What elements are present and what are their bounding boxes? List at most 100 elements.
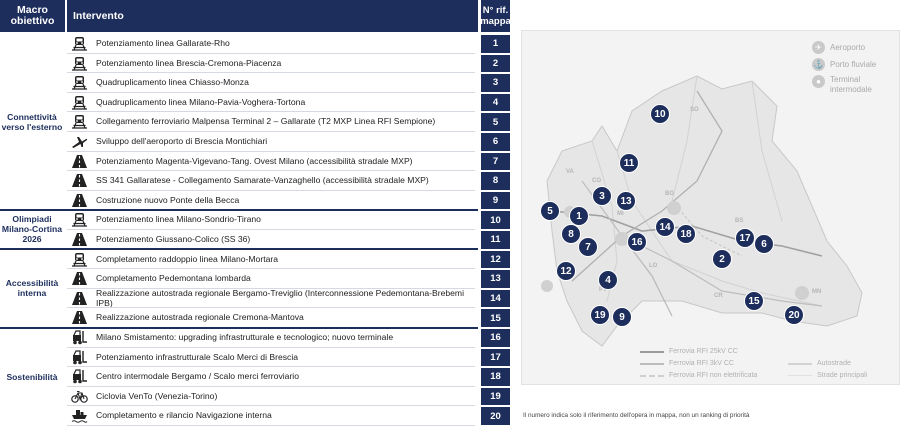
map-marker: 6 <box>754 234 774 254</box>
city-label: PV <box>599 287 608 293</box>
city-label: MI <box>617 211 624 217</box>
intervento-text: Potenziamento Giussano-Colico (SS 36) <box>96 234 251 244</box>
ref-number: 20 <box>481 407 510 425</box>
legend-label: Autostrade <box>817 360 851 367</box>
legend-label: Ferrovia RFI 25kV CC <box>669 348 738 355</box>
ref-number: 11 <box>481 231 510 249</box>
intervento-text: Potenziamento Magenta-Vigevano-Tang. Ove… <box>96 155 413 166</box>
row-separator <box>67 424 475 426</box>
row-separator <box>67 150 475 152</box>
ref-number: 15 <box>481 309 510 327</box>
legend-river-port: ⚓ Porto fluviale <box>812 58 876 71</box>
header-intervento: Intervento <box>67 0 478 32</box>
city-label: BG <box>665 191 674 197</box>
legend-terminal: ● Terminal intermodale <box>812 75 880 95</box>
table-row: Potenziamento Magenta-Vigevano-Tang. Ove… <box>67 152 510 172</box>
legend-label: Ferrovia RFI non elettrificata <box>669 372 758 379</box>
intervento-text: Potenziamento infrastrutturale Scalo Mer… <box>96 351 299 362</box>
intervento-text: Potenziamento linea Brescia-Cremona-Piac… <box>96 57 282 68</box>
train-icon <box>71 75 88 90</box>
table-row: Completamento raddoppio linea Milano-Mor… <box>67 250 510 270</box>
legend-rail-non-elettrificata: Ferrovia RFI non elettrificata <box>640 372 757 379</box>
legend-line <box>788 362 812 365</box>
legend-airport: ✈ Aeroporto <box>812 41 865 54</box>
river-port-icon: ⚓ <box>812 58 825 71</box>
legend-label: Ferrovia RFI 3kV CC <box>669 360 734 367</box>
ref-number: 19 <box>481 387 510 406</box>
intervento-text: Potenziamento linea Milano-Sondrio-Tiran… <box>96 214 261 225</box>
table-row: Costruzione nuovo Ponte della Becca 9 <box>67 191 510 211</box>
legend-line <box>788 375 812 376</box>
intervento-text: Completamento e rilancio Navigazione int… <box>96 410 272 421</box>
table-row: Collegamento ferroviario Malpensa Termin… <box>67 112 510 132</box>
ref-number: 7 <box>481 152 510 171</box>
table-row: Milano Smistamento: upgrading infrastrut… <box>67 328 510 348</box>
train-icon <box>71 212 88 227</box>
ref-number: 6 <box>481 133 510 151</box>
road-icon <box>71 271 88 286</box>
intervento-text: Milano Smistamento: upgrading infrastrut… <box>96 332 394 342</box>
map-marker: 20 <box>784 305 804 325</box>
map-marker: 14 <box>655 217 675 237</box>
row-separator <box>67 91 475 93</box>
ref-number: 17 <box>481 348 510 367</box>
table-row: Completamento Pedemontana lombarda 13 <box>67 269 510 289</box>
intervento-text: Potenziamento linea Gallarate-Rho <box>96 38 230 48</box>
intervento-text: Ciclovia VenTo (Venezia-Torino) <box>96 390 218 401</box>
legend-rail-3kv: Ferrovia RFI 3kV CC <box>640 360 734 367</box>
ref-number: 10 <box>481 211 510 229</box>
ref-number: 18 <box>481 368 510 386</box>
map-marker: 18 <box>676 224 696 244</box>
table-row: Completamento e rilancio Navigazione int… <box>67 406 510 426</box>
row-separator <box>67 130 475 132</box>
ref-number: 14 <box>481 289 510 308</box>
legend-rail-25kv: Ferrovia RFI 25kV CC <box>640 348 738 355</box>
table-row: Potenziamento Giussano-Colico (SS 36) 11 <box>67 230 510 250</box>
legend-line <box>640 374 664 377</box>
map-marker: 17 <box>735 228 755 248</box>
legend-label: Aeroporto <box>830 43 866 52</box>
row-separator <box>67 287 475 289</box>
intervento-text: Quadruplicamento linea Milano-Pavia-Vogh… <box>96 96 306 107</box>
city-label: MN <box>812 289 822 295</box>
ref-number: 12 <box>481 250 510 269</box>
forklift-icon <box>71 349 88 365</box>
ref-number: 8 <box>481 172 510 190</box>
group-label: Sostenibilità <box>6 372 58 382</box>
table-row: SS 341 Gallaratese - Collegamento Samara… <box>67 171 510 191</box>
intervento-text: Centro intermodale Bergamo / Scalo merci… <box>96 371 299 382</box>
map-marker: 2 <box>712 249 732 269</box>
bicycle-icon <box>71 389 88 404</box>
table-row: Centro intermodale Bergamo / Scalo merci… <box>67 367 510 387</box>
intervento-text: Realizzazione autostrada regionale Berga… <box>96 288 464 308</box>
intervento-text: Completamento Pedemontana lombarda <box>96 273 251 284</box>
city-label: LO <box>649 263 658 269</box>
table-row: Realizzazione autostrada regionale Cremo… <box>67 308 510 328</box>
row-separator <box>67 189 475 191</box>
ref-number: 4 <box>481 93 510 112</box>
map-marker: 11 <box>619 153 639 173</box>
forklift-icon <box>71 330 88 345</box>
road-icon <box>71 310 88 325</box>
row-separator <box>67 228 475 230</box>
city-label: BS <box>735 218 744 224</box>
group-label: Olimpiadi Milano-Cortina 2026 <box>1 214 63 244</box>
row-separator <box>67 307 475 309</box>
table-row: Realizzazione autostrada regionale Berga… <box>67 288 510 309</box>
map-marker: 15 <box>744 291 764 311</box>
map-marker: 1 <box>569 206 589 226</box>
group-divider <box>0 248 478 250</box>
city-label: VA <box>566 169 574 175</box>
row-separator <box>67 111 475 113</box>
legend-label: Strade principali <box>817 372 868 379</box>
map-marker: 12 <box>556 261 576 281</box>
ref-number: 5 <box>481 113 510 131</box>
lombardy-map: SO VA CO MI BG BS LO PV CR MN 10 11 1 3 13 5 8… <box>521 30 900 385</box>
table-row: Sviluppo dell'aeroporto di Brescia Monti… <box>67 132 510 152</box>
road-icon <box>71 232 88 247</box>
map-marker: 9 <box>612 307 632 327</box>
ref-number: 13 <box>481 270 510 288</box>
ref-number: 1 <box>481 35 510 53</box>
map-marker: 7 <box>578 237 598 257</box>
terminal-icon: ● <box>812 75 825 88</box>
